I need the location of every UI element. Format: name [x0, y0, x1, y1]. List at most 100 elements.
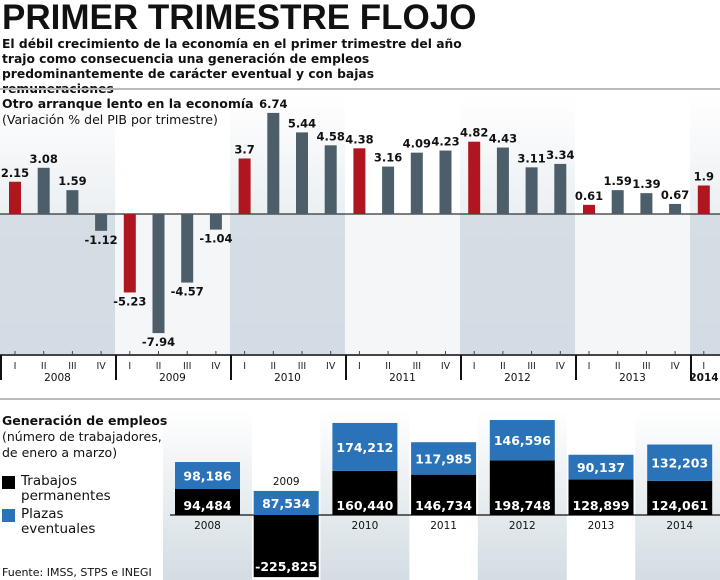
- year-label: 2008: [194, 520, 221, 532]
- gdp-bar: [152, 214, 165, 334]
- gdp-value-label: 4.38: [345, 132, 373, 146]
- eventual-value-label: 146,596: [494, 433, 551, 448]
- permanent-bar: [253, 515, 319, 578]
- quarter-label: II: [385, 361, 391, 372]
- gdp-bar: [353, 148, 366, 214]
- gdp-bar: [669, 203, 682, 214]
- year-label: 2008: [44, 372, 71, 384]
- year-band-lower: [0, 214, 115, 355]
- gdp-value-label: 4.23: [431, 135, 459, 149]
- gdp-value-label: 3.08: [30, 152, 58, 166]
- year-label: 2014: [666, 520, 693, 532]
- gdp-bar: [267, 112, 280, 214]
- permanent-bar: [175, 489, 240, 515]
- gdp-value-label: 0.67: [661, 188, 689, 202]
- source-note: Fuente: IMSS, STPS e INEGI: [2, 566, 152, 579]
- gdp-chart-subtitle: (Variación % del PIB por trimestre): [2, 112, 218, 127]
- gdp-chart-title: Otro arranque lento en la economía: [2, 96, 254, 111]
- quarter-label: II: [615, 361, 621, 372]
- legend-permanent: Trabajos permanentes: [2, 474, 131, 504]
- year-label: 2013: [588, 520, 615, 532]
- year-label: 2009: [159, 372, 186, 384]
- gdp-bar: [37, 167, 50, 214]
- legend-swatch-permanent: [2, 476, 15, 489]
- permanent-bar: [332, 470, 398, 515]
- divider: [0, 398, 720, 400]
- permanent-bar: [489, 460, 555, 515]
- quarter-label: I: [358, 361, 361, 372]
- gdp-value-label: 5.44: [288, 116, 316, 130]
- quarter-label: IV: [670, 361, 680, 372]
- permanent-value-label: 146,734: [415, 498, 472, 513]
- gdp-value-label: 1.9: [694, 170, 714, 184]
- eventual-value-label: 98,186: [183, 469, 232, 484]
- quarter-label: I: [243, 361, 246, 372]
- permanent-value-label: 94,484: [183, 498, 232, 513]
- permanent-value-label: 198,748: [494, 498, 551, 513]
- gdp-bar: [382, 166, 395, 214]
- negative-area: [0, 214, 720, 355]
- permanent-value-label: 124,061: [651, 498, 708, 513]
- gdp-bar: [9, 181, 21, 214]
- gdp-bar: [209, 214, 222, 230]
- gdp-chart: 2.15I3.08II1.59III-1.12IV-5.23I-7.94II-4…: [0, 95, 720, 384]
- year-label: 2011: [430, 520, 457, 532]
- gdp-bar: [468, 141, 481, 214]
- year-label: 2010: [274, 372, 301, 384]
- eventual-bar: [647, 444, 713, 481]
- gdp-bar: [66, 190, 79, 214]
- permanent-bar: [647, 480, 713, 515]
- eventual-bar: [175, 462, 240, 490]
- page-title: PRIMER TRIMESTRE FLOJO: [2, 0, 477, 37]
- gdp-value-label: 4.58: [317, 129, 345, 143]
- eventual-value-label: 117,985: [415, 451, 472, 466]
- year-label: 2012: [509, 520, 536, 532]
- legend-label: Plazas eventuales: [21, 506, 96, 537]
- gdp-value-label: 4.43: [489, 132, 517, 146]
- quarter-label: IV: [211, 361, 221, 372]
- gdp-bar: [324, 145, 337, 214]
- eventual-value-label: 87,534: [262, 496, 311, 511]
- permanent-bar: [568, 479, 634, 515]
- eventual-bar: [332, 422, 398, 471]
- permanent-value-label: 128,899: [573, 498, 630, 513]
- gdp-bar: [496, 147, 509, 214]
- year-label: 2011: [389, 372, 416, 384]
- jobs-chart: 94,484 98,186 2008 -225,825 87,534 2009 160,44…: [163, 410, 720, 580]
- gdp-value-label: -1.04: [199, 232, 232, 246]
- gdp-bar: [640, 193, 653, 214]
- gdp-value-label: 1.39: [632, 177, 660, 191]
- gdp-bar: [296, 132, 308, 214]
- year-label: 2012: [504, 372, 531, 384]
- permanent-value-label: -225,825: [255, 559, 317, 574]
- gdp-bar: [554, 163, 567, 214]
- gdp-bar: [525, 167, 538, 214]
- gdp-value-label: 3.11: [517, 151, 545, 165]
- quarter-label: I: [128, 361, 131, 372]
- gdp-value-label: 1.59: [58, 174, 86, 188]
- gdp-bar: [95, 214, 108, 231]
- quarter-label: IV: [556, 361, 566, 372]
- eventual-value-label: 90,137: [577, 460, 625, 475]
- eventual-bar: [489, 420, 555, 461]
- quarter-label: IV: [326, 361, 336, 372]
- jobs-chart-subtitle: (número de trabajadores, de enero a marz…: [2, 429, 162, 460]
- year-band-lower: [230, 214, 345, 355]
- gdp-value-label: -7.94: [142, 335, 175, 349]
- gdp-value-label: 1.59: [604, 174, 632, 188]
- gdp-value-label: 3.16: [374, 151, 402, 165]
- gdp-bar: [238, 158, 251, 214]
- quarter-label: II: [41, 361, 47, 372]
- quarter-label: III: [642, 361, 650, 372]
- legend-label: Trabajos permanentes: [21, 473, 111, 504]
- eventual-bar: [253, 490, 319, 515]
- quarter-label: IV: [441, 361, 451, 372]
- gdp-value-label: 6.74: [259, 97, 287, 111]
- gdp-bar: [123, 214, 136, 293]
- gdp-value-label: 2.15: [1, 166, 29, 180]
- gdp-value-label: 0.61: [575, 189, 603, 203]
- quarter-label: I: [702, 361, 705, 372]
- gdp-bar: [439, 150, 452, 214]
- gdp-value-label: -5.23: [113, 294, 146, 308]
- quarter-label: III: [298, 361, 306, 372]
